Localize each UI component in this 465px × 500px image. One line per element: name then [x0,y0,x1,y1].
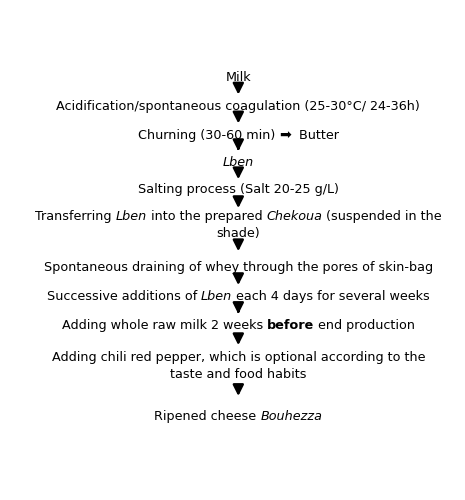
Text: Lben: Lben [115,210,146,223]
Text: ➡: ➡ [279,128,291,142]
Text: Lben: Lben [223,156,254,168]
Text: Milk: Milk [226,71,251,84]
Text: taste and food habits: taste and food habits [170,368,306,381]
Text: Bouhezza: Bouhezza [260,410,322,422]
Text: (suspended in the: (suspended in the [322,210,442,223]
Text: end production: end production [314,319,415,332]
Text: Salting process (Salt 20-25 g/L): Salting process (Salt 20-25 g/L) [138,183,339,196]
Text: Adding chili red pepper, which is optional according to the: Adding chili red pepper, which is option… [52,351,425,364]
Text: Adding whole raw milk 2 weeks: Adding whole raw milk 2 weeks [61,319,267,332]
Text: Transferring: Transferring [35,210,115,223]
Text: shade): shade) [217,227,260,240]
Text: Butter: Butter [291,128,339,141]
Text: Spontaneous draining of whey through the pores of skin-bag: Spontaneous draining of whey through the… [44,260,433,274]
Text: each 4 days for several weeks: each 4 days for several weeks [232,290,430,304]
Text: Lben: Lben [201,290,232,304]
Text: Chekoua: Chekoua [266,210,322,223]
Text: Churning (30-60 min): Churning (30-60 min) [138,128,279,141]
Text: Successive additions of: Successive additions of [46,290,201,304]
Text: Ripened cheese: Ripened cheese [154,410,260,422]
Text: before: before [267,319,314,332]
Text: Acidification/spontaneous coagulation (25-30°C/ 24-36h): Acidification/spontaneous coagulation (2… [56,100,420,112]
Text: into the prepared: into the prepared [146,210,266,223]
